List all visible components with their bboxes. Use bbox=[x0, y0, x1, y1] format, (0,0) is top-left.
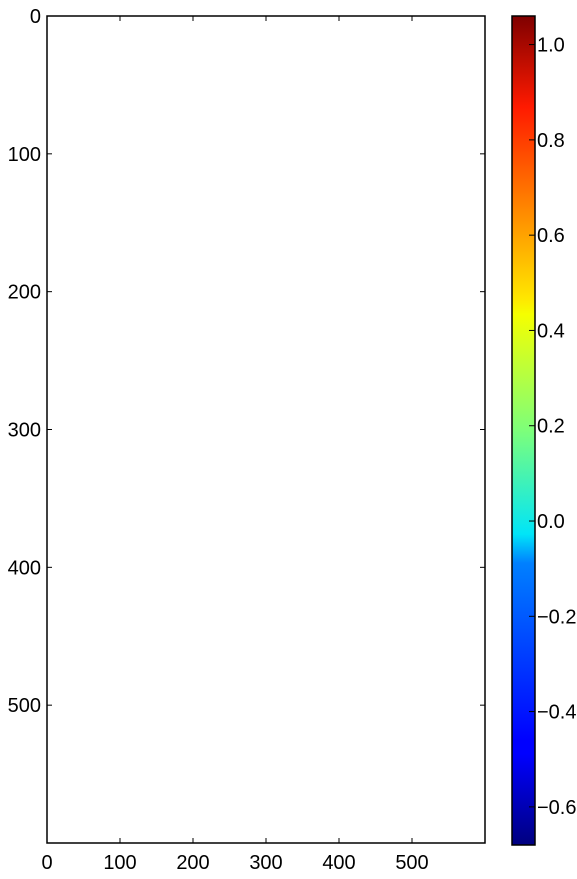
x-axis: 0 100 200 300 400 500 bbox=[41, 852, 428, 874]
y-axis: 0 100 200 300 400 500 bbox=[8, 6, 41, 717]
y-tick-label: 0 bbox=[30, 6, 41, 28]
colorbar-gradient bbox=[512, 16, 535, 845]
colorbar-tick-label: 0.8 bbox=[537, 130, 565, 152]
y-tick-label: 100 bbox=[8, 144, 41, 166]
y-tick-label: 500 bbox=[8, 695, 41, 717]
colorbar: 1.0 0.8 0.6 0.4 0.2 0.0 −0.2 −0.4 −0.6 bbox=[511, 15, 576, 846]
colorbar-frame bbox=[511, 15, 536, 846]
plot-area bbox=[46, 15, 486, 844]
colorbar-tick-label: 0.4 bbox=[537, 320, 565, 342]
colorbar-tick-label: 0.2 bbox=[537, 416, 565, 438]
x-tick-label: 0 bbox=[41, 852, 52, 874]
colorbar-tick-label: −0.4 bbox=[537, 702, 576, 724]
x-tick-label: 500 bbox=[395, 852, 428, 874]
colorbar-ticks: 1.0 0.8 0.6 0.4 0.2 0.0 −0.2 −0.4 −0.6 bbox=[529, 35, 576, 819]
colorbar-tick-label: −0.6 bbox=[537, 797, 576, 819]
colorbar-tick-label: −0.2 bbox=[537, 606, 576, 628]
y-tick-label: 400 bbox=[8, 557, 41, 579]
y-tick-label: 200 bbox=[8, 282, 41, 304]
x-tick-label: 100 bbox=[103, 852, 136, 874]
colorbar-tick-label: 0.0 bbox=[537, 511, 565, 533]
image-area bbox=[47, 16, 485, 843]
x-tick-label: 200 bbox=[176, 852, 209, 874]
colorbar-tick-label: 0.6 bbox=[537, 225, 565, 247]
x-tick-label: 400 bbox=[322, 852, 355, 874]
y-tick-label: 300 bbox=[8, 420, 41, 442]
x-tick-label: 300 bbox=[249, 852, 282, 874]
plot-frame bbox=[46, 15, 486, 844]
colorbar-tick-label: 1.0 bbox=[537, 35, 565, 57]
